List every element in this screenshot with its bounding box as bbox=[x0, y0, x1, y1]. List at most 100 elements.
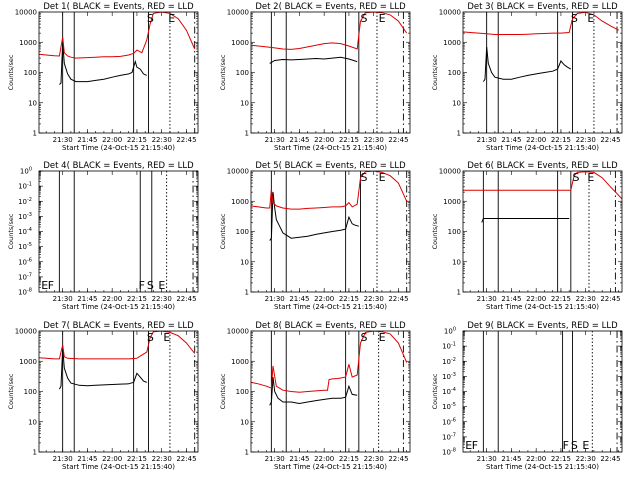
events-series-line bbox=[482, 46, 572, 82]
y-axis-label: Counts/sec bbox=[431, 213, 439, 249]
x-tick-label: 21:45 bbox=[77, 455, 97, 463]
flag-label-f: F bbox=[139, 279, 145, 292]
y-tick-label: 100 bbox=[24, 388, 37, 396]
flag-label-e: E bbox=[168, 12, 175, 25]
flag-label-e: E bbox=[465, 439, 472, 452]
y-tick-label: 10000 bbox=[439, 9, 461, 17]
y-tick-label: 1000 bbox=[231, 358, 249, 366]
y-tick-label: 10 bbox=[240, 418, 249, 426]
y-tick-label: 10-4 bbox=[18, 227, 32, 236]
x-tick-label: 22:30 bbox=[576, 136, 596, 144]
x-tick-label: 21:45 bbox=[289, 455, 309, 463]
panel-title: Det 3( BLACK = Events, RED = LLD bbox=[467, 2, 618, 12]
y-axis-label: Counts/sec bbox=[219, 213, 227, 249]
x-axis-label: Start Time (24-Oct-15 21:15:40) bbox=[274, 144, 387, 152]
y-tick-label: 1 bbox=[33, 449, 37, 457]
y-tick-label: 100 bbox=[24, 69, 37, 77]
y-tick-label: 100 bbox=[448, 69, 461, 77]
flag-label-s: S bbox=[147, 279, 154, 292]
y-tick-label: 10-7 bbox=[442, 432, 456, 441]
x-tick-label: 22:15 bbox=[551, 455, 571, 463]
x-tick-label: 22:00 bbox=[102, 136, 122, 144]
x-axis-label: Start Time (24-Oct-15 21:15:40) bbox=[486, 463, 599, 471]
y-axis-label: Counts/sec bbox=[219, 54, 227, 90]
x-tick-label: 22:45 bbox=[176, 295, 196, 303]
x-tick-label: 21:30 bbox=[477, 136, 497, 144]
y-tick-label: 100 bbox=[236, 69, 249, 77]
panel-title: Det 5( BLACK = Events, RED = LLD bbox=[255, 161, 406, 171]
x-tick-label: 22:45 bbox=[176, 455, 196, 463]
x-tick-label: 21:45 bbox=[501, 295, 521, 303]
x-tick-label: 21:30 bbox=[477, 295, 497, 303]
y-tick-label: 10000 bbox=[439, 168, 461, 176]
flag-label-f: F bbox=[472, 439, 478, 452]
y-axis-label: Counts/sec bbox=[7, 373, 15, 409]
x-tick-label: 22:45 bbox=[176, 136, 196, 144]
x-tick-label: 21:45 bbox=[77, 295, 97, 303]
y-tick-label: 10 bbox=[240, 258, 249, 266]
x-tick-label: 21:30 bbox=[53, 136, 73, 144]
plot-frame bbox=[38, 330, 199, 453]
x-tick-label: 22:45 bbox=[600, 136, 620, 144]
y-tick-label: 10000 bbox=[15, 328, 37, 336]
flag-label-e: E bbox=[41, 279, 48, 292]
flag-label-e: E bbox=[163, 331, 170, 344]
y-tick-label: 10-1 bbox=[442, 342, 456, 351]
plot-frame bbox=[250, 11, 411, 134]
y-tick-label: 100 bbox=[236, 228, 249, 236]
y-tick-label: 10 bbox=[452, 99, 461, 107]
x-tick-label: 22:00 bbox=[314, 136, 334, 144]
flag-label-f: F bbox=[563, 439, 569, 452]
x-tick-label: 22:15 bbox=[339, 455, 359, 463]
flag-label-s: S bbox=[571, 439, 578, 452]
panel-title: Det 8( BLACK = Events, RED = LLD bbox=[255, 321, 406, 331]
x-tick-label: 22:15 bbox=[127, 295, 147, 303]
panel-title: Det 1( BLACK = Events, RED = LLD bbox=[43, 2, 194, 12]
y-tick-label: 1 bbox=[33, 130, 37, 138]
panel-det-2: Det 2( BLACK = Events, RED = LLD 1 10 100 10… bbox=[219, 2, 411, 152]
flag-label-s: S bbox=[571, 12, 578, 25]
x-tick-label: 22:30 bbox=[576, 295, 596, 303]
y-tick-label: 10000 bbox=[227, 9, 249, 17]
x-tick-label: 22:15 bbox=[127, 455, 147, 463]
x-tick-label: 22:30 bbox=[576, 455, 596, 463]
lld-series-line bbox=[251, 12, 408, 50]
x-tick-label: 22:15 bbox=[551, 136, 571, 144]
y-tick-label: 10000 bbox=[227, 168, 249, 176]
events-series-line bbox=[58, 347, 147, 390]
flag-label-s: S bbox=[572, 171, 579, 184]
y-axis-label: Counts/sec bbox=[7, 54, 15, 90]
plot-frame bbox=[38, 11, 199, 134]
y-tick-label: 1 bbox=[245, 289, 249, 297]
y-tick-label: 10 bbox=[28, 99, 37, 107]
plot-frame bbox=[462, 11, 623, 134]
flag-label-e: E bbox=[379, 12, 386, 25]
x-tick-label: 22:45 bbox=[600, 295, 620, 303]
x-tick-label: 21:30 bbox=[53, 455, 73, 463]
y-tick-label: 10-6 bbox=[442, 417, 456, 426]
y-tick-label: 1 bbox=[457, 289, 461, 297]
lld-series-line bbox=[463, 12, 619, 35]
y-tick-label: 10-8 bbox=[18, 288, 32, 297]
x-tick-label: 22:30 bbox=[152, 295, 172, 303]
y-tick-label: 10-5 bbox=[442, 402, 456, 411]
plot-frame bbox=[250, 330, 411, 453]
flag-label-s: S bbox=[360, 331, 367, 344]
x-tick-label: 22:45 bbox=[600, 455, 620, 463]
flag-label-e: E bbox=[379, 171, 386, 184]
y-tick-label: 1 bbox=[245, 130, 249, 138]
plot-frame bbox=[462, 170, 623, 293]
y-tick-label: 10-8 bbox=[442, 448, 456, 457]
panel-det-6: Det 6( BLACK = Events, RED = LLD 1 10 100 10… bbox=[431, 161, 623, 311]
panel-title: Det 4( BLACK = Events, RED = LLD bbox=[43, 161, 194, 171]
x-tick-label: 22:30 bbox=[152, 455, 172, 463]
y-axis-label: Counts/sec bbox=[431, 373, 439, 409]
x-tick-label: 22:45 bbox=[388, 136, 408, 144]
x-tick-label: 21:30 bbox=[265, 455, 285, 463]
y-tick-label: 100 bbox=[444, 327, 456, 336]
x-tick-label: 22:00 bbox=[102, 295, 122, 303]
y-tick-label: 100 bbox=[20, 167, 32, 176]
plot-frame bbox=[250, 170, 411, 293]
panel-title: Det 7( BLACK = Events, RED = LLD bbox=[43, 321, 194, 331]
y-tick-label: 1000 bbox=[443, 39, 461, 47]
